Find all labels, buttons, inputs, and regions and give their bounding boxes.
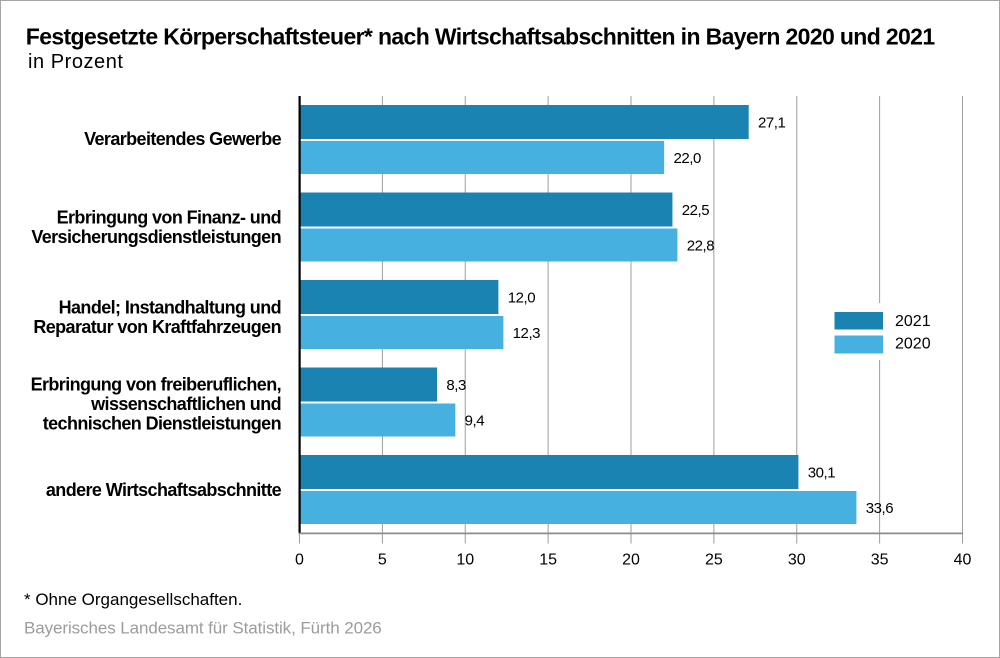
svg-text:Festgesetzte Körperschaftsteue: Festgesetzte Körperschaftsteuer* nach Wi… [26, 24, 936, 50]
svg-text:Erbringung von Finanz- und: Erbringung von Finanz- und [57, 208, 281, 228]
svg-text:Verarbeitendes Gewerbe: Verarbeitendes Gewerbe [84, 129, 281, 149]
svg-text:22,5: 22,5 [682, 202, 710, 219]
svg-text:technischen Dienstleistungen: technischen Dienstleistungen [43, 414, 281, 434]
svg-text:* Ohne Organgesellschaften.: * Ohne Organgesellschaften. [24, 590, 242, 609]
svg-text:10: 10 [456, 552, 474, 569]
svg-text:5: 5 [378, 552, 387, 569]
svg-text:33,6: 33,6 [866, 500, 894, 517]
svg-text:Erbringung von freiberuflichen: Erbringung von freiberuflichen, [31, 375, 281, 395]
svg-text:8,3: 8,3 [446, 377, 466, 394]
svg-text:0: 0 [295, 552, 304, 569]
svg-text:2021: 2021 [895, 313, 931, 330]
svg-text:Versicherungsdienstleistungen: Versicherungsdienstleistungen [31, 227, 281, 247]
svg-text:andere Wirtschaftsabschnitte: andere Wirtschaftsabschnitte [46, 480, 282, 500]
svg-text:25: 25 [705, 552, 723, 569]
svg-text:22,0: 22,0 [673, 150, 701, 167]
svg-text:Bayerisches Landesamt für Stat: Bayerisches Landesamt für Statistik, Für… [24, 618, 382, 637]
svg-text:15: 15 [539, 552, 557, 569]
svg-text:Handel; Instandhaltung und: Handel; Instandhaltung und [59, 297, 281, 317]
svg-text:9,4: 9,4 [465, 413, 485, 430]
svg-text:2020: 2020 [895, 336, 931, 353]
svg-text:12,3: 12,3 [513, 325, 541, 342]
svg-text:in Prozent: in Prozent [28, 51, 123, 73]
svg-text:40: 40 [954, 552, 972, 569]
svg-text:22,8: 22,8 [687, 238, 715, 255]
svg-text:35: 35 [871, 552, 889, 569]
svg-text:20: 20 [622, 552, 640, 569]
svg-text:30,1: 30,1 [808, 465, 836, 482]
svg-text:12,0: 12,0 [508, 290, 536, 307]
svg-text:Reparatur von Kraftfahrzeugen: Reparatur von Kraftfahrzeugen [33, 317, 281, 337]
svg-text:wissenschaftlichen und: wissenschaftlichen und [90, 394, 281, 414]
svg-text:27,1: 27,1 [758, 115, 786, 132]
svg-text:30: 30 [788, 552, 806, 569]
